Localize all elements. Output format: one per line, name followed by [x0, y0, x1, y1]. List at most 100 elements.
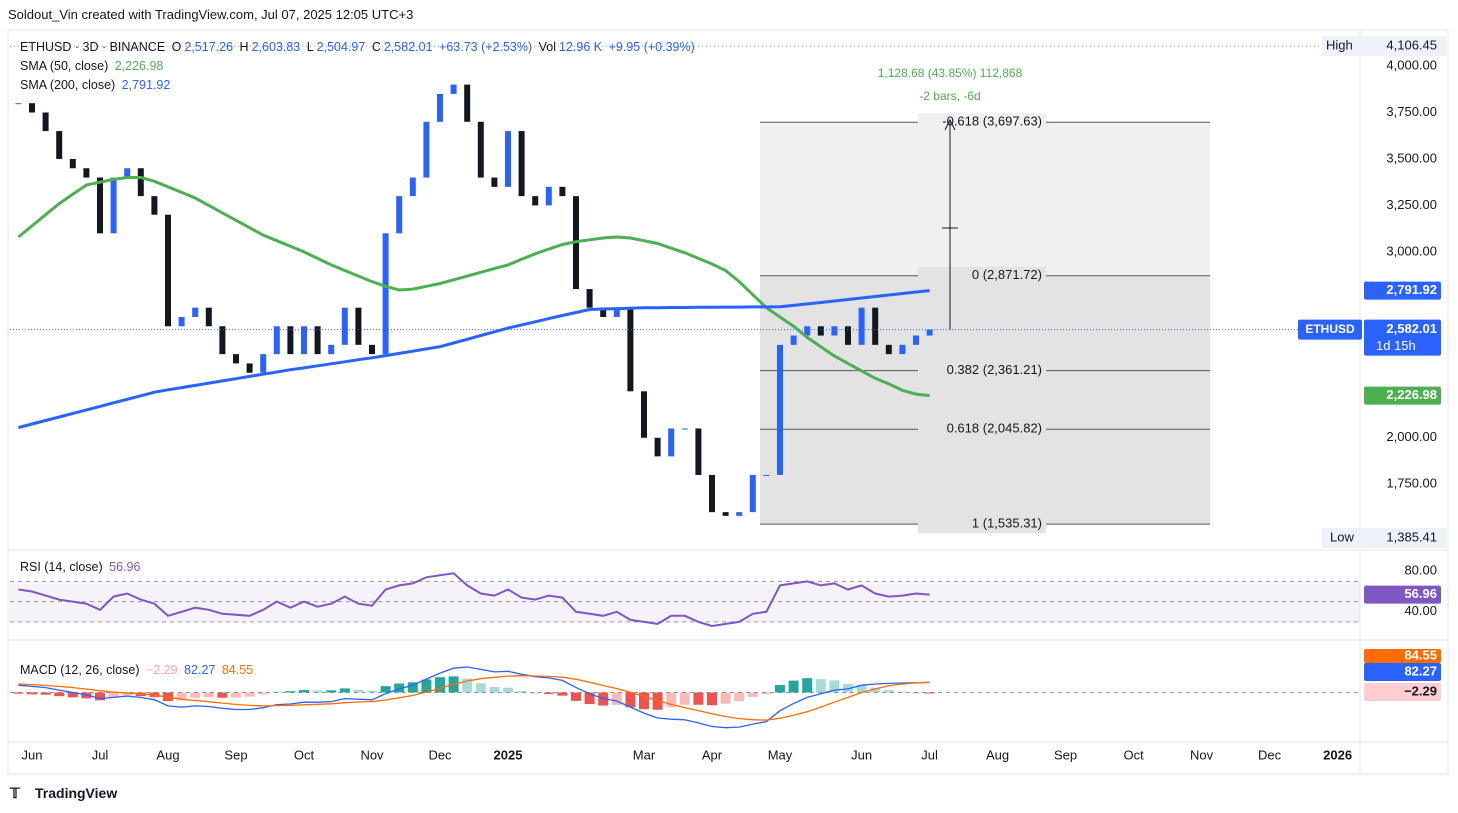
- candle: [736, 512, 743, 516]
- histogram-bar: [788, 680, 799, 693]
- histogram-bar: [95, 692, 105, 701]
- histogram-bar: [639, 692, 649, 710]
- candle: [369, 344, 375, 355]
- candle: [790, 335, 797, 345]
- legend-sma200: SMA (200, close) 2,791.92: [20, 78, 173, 92]
- symbol-label: ETHUSD: [1305, 322, 1355, 336]
- histogram-bar: [503, 687, 513, 693]
- histogram-bar: [176, 692, 187, 701]
- candle: [913, 335, 919, 345]
- candle: [287, 326, 294, 355]
- fib-label: 0.382 (2,361.21): [947, 362, 1042, 377]
- histogram-bar: [244, 692, 255, 697]
- candle: [423, 121, 430, 178]
- candle: [205, 307, 212, 327]
- candle: [165, 214, 171, 327]
- x-tick-label: 2025: [494, 747, 523, 762]
- candle: [396, 196, 403, 234]
- price-pill: [1364, 386, 1441, 405]
- histogram-bar: [870, 687, 881, 693]
- legend-name: SMA (200, close): [20, 78, 116, 92]
- x-tick-label: Jun: [22, 747, 43, 762]
- candle: [885, 344, 892, 355]
- legend-sma50: SMA (50, close) 2,226.98: [20, 59, 166, 73]
- histogram-bar: [421, 679, 432, 693]
- histogram-bar: [856, 685, 867, 693]
- histogram-bar: [815, 679, 826, 693]
- histogram-bar: [489, 687, 500, 693]
- measure-label: -2 bars, -6d: [919, 89, 980, 103]
- histogram-bar: [40, 692, 51, 695]
- candle: [709, 474, 715, 513]
- candle: [15, 103, 22, 105]
- candle: [681, 428, 688, 430]
- legend-key: C: [371, 40, 381, 54]
- low-label: Low: [1330, 529, 1354, 544]
- x-tick-label: Apr: [702, 747, 723, 762]
- y-tick-label: 3,500.00: [1386, 150, 1437, 165]
- histogram-bar: [326, 690, 337, 693]
- candle: [233, 354, 239, 364]
- histogram-bar: [707, 692, 717, 706]
- histogram-bar: [231, 692, 241, 698]
- histogram-bar: [775, 684, 785, 693]
- candle: [722, 512, 729, 516]
- legend-change: +9.95 (+0.39%): [608, 40, 695, 54]
- fib-label: 1 (1,535.31): [972, 516, 1042, 531]
- candle: [83, 168, 90, 178]
- legend-change: +63.73 (+2.53%): [439, 40, 533, 54]
- histogram-bar: [693, 692, 704, 705]
- fib-label: 0.618 (2,045.82): [947, 421, 1042, 436]
- candle: [69, 158, 76, 169]
- histogram-bar: [13, 692, 24, 694]
- histogram-bar: [353, 689, 364, 693]
- candle: [763, 474, 770, 476]
- candle: [246, 363, 253, 373]
- histogram-bar: [122, 692, 133, 696]
- candle: [56, 131, 63, 159]
- candle: [817, 326, 824, 336]
- legend-name: SMA (50, close): [20, 59, 109, 73]
- candle: [613, 307, 620, 317]
- x-tick-label: Oct: [294, 747, 315, 762]
- legend-ohlc: ETHUSD · 3D · BINANCE O 2,517.26 H 2,603.8…: [20, 40, 698, 54]
- x-tick-label: Dec: [1258, 747, 1282, 762]
- measure-label: 1,128.68 (43.85%) 112,868: [878, 66, 1023, 80]
- histogram-bar: [367, 690, 377, 693]
- price-pill-label: 82.27: [1404, 663, 1437, 678]
- frame: [7, 29, 1449, 775]
- histogram-bar: [217, 692, 228, 698]
- macd-line: [18, 666, 930, 729]
- candle: [314, 326, 321, 355]
- candle: [804, 326, 811, 336]
- candle: [600, 307, 607, 317]
- legend-key: H: [239, 40, 249, 54]
- x-tick-label: Mar: [633, 747, 656, 762]
- histogram-bar: [271, 691, 282, 693]
- legend-value: 84.55: [221, 663, 254, 677]
- brand: TradingView: [35, 785, 118, 801]
- candle: [273, 326, 280, 355]
- histogram-bar: [829, 680, 840, 693]
- credit: Soldout_Vin created with TradingView.com…: [8, 7, 414, 22]
- histogram-bar: [435, 677, 445, 693]
- histogram-bar: [625, 692, 636, 708]
- histogram-bar: [911, 692, 921, 694]
- x-tick-label: Sep: [224, 747, 247, 762]
- price-pill: [1364, 319, 1441, 356]
- high-label: High: [1326, 37, 1353, 52]
- legend-macd: MACD (12, 26, close) −2.29 82.27 84.55: [20, 663, 256, 677]
- candle: [477, 121, 484, 178]
- y-tick-label: 4,000.00: [1386, 57, 1437, 72]
- candle: [668, 428, 675, 457]
- candle: [355, 307, 362, 345]
- fib-label-bg: [918, 361, 1046, 380]
- y-tick-label: 2,000.00: [1386, 429, 1437, 444]
- histogram-bar: [720, 692, 731, 704]
- histogram-bar: [557, 692, 568, 696]
- candle: [545, 186, 552, 206]
- legend-key: L: [306, 40, 314, 54]
- legend-value: 2,226.98: [114, 59, 164, 73]
